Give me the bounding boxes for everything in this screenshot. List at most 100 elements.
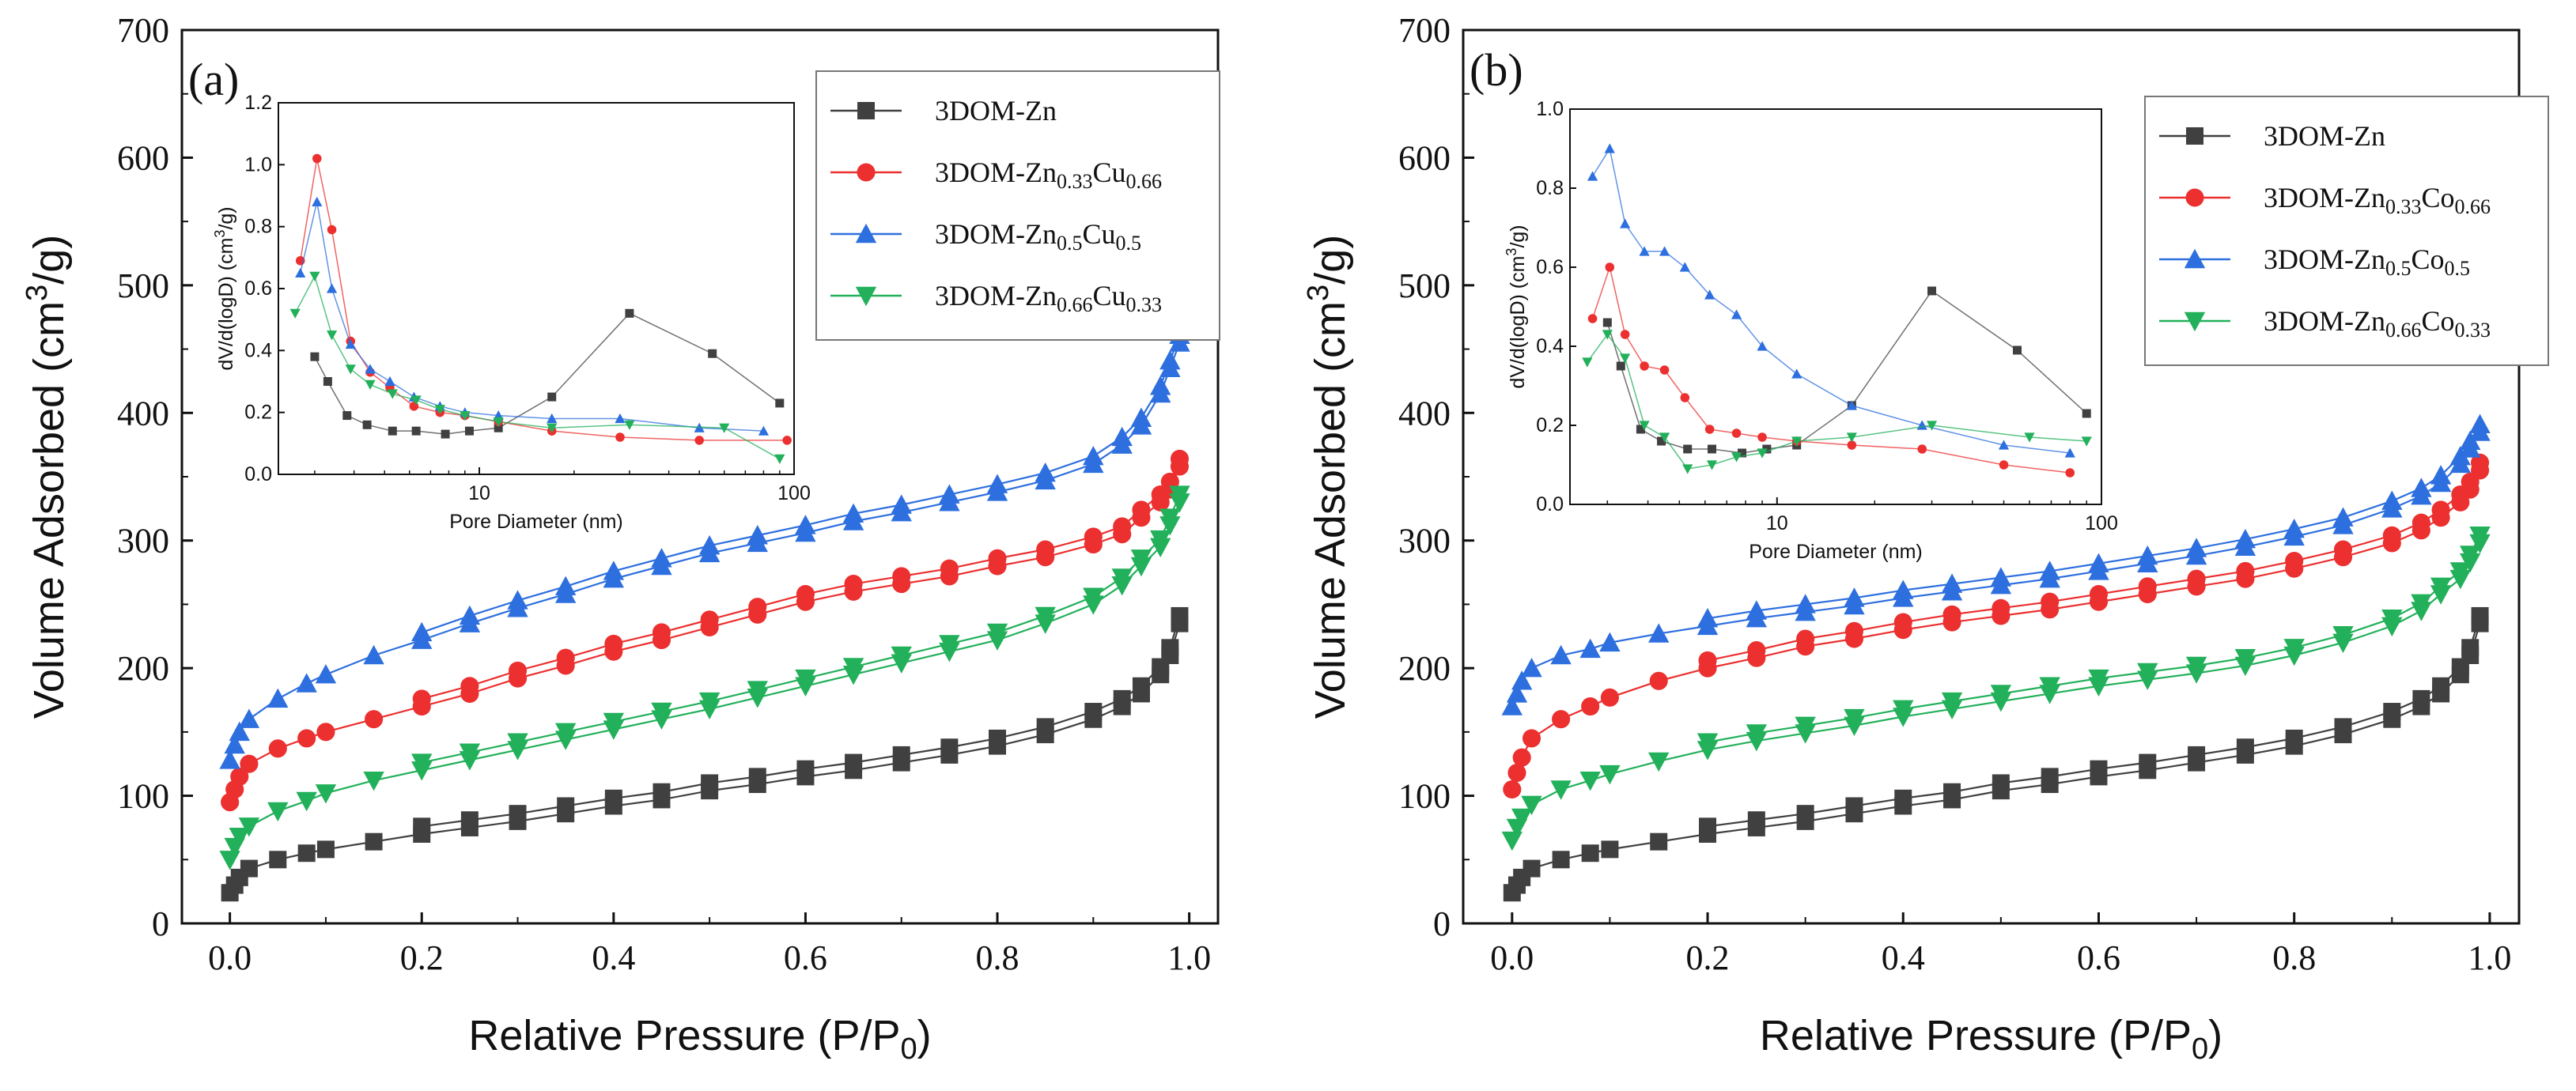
legend-marker [2184,311,2206,332]
data-point [2411,594,2432,614]
data-point [460,677,479,696]
data-point [1795,594,1816,613]
legend-entry-label: 3DOM-Zn0.33Cu0.66 [935,157,1162,193]
legend-label-main: 3DOM-Zn [935,218,1057,250]
data-point [2283,518,2305,538]
inset-data-point [1659,365,1670,375]
inset-y-tick-label: 0.4 [244,339,272,361]
inset-data-point [758,425,770,436]
data-point [219,749,240,769]
inset-data-point [411,426,421,436]
legend-label-element: Cu [1092,280,1125,311]
data-point [1113,517,1132,536]
y-tick-label: 400 [117,394,169,432]
data-point [1083,587,1104,607]
data-point [1522,729,1541,748]
series-line-adsorption [229,466,1181,803]
data-point [2332,507,2354,527]
data-point [365,832,383,851]
inset-y-axis-title-main: dV/d(logD) (cm [1507,256,1529,389]
inset-y-axis-title: dV/d(logD) (cm3/g) [212,206,237,370]
data-point [238,708,260,728]
data-point [1550,644,1572,665]
data-point [460,811,479,829]
data-point [1501,831,1523,851]
data-point [1893,700,1914,719]
data-point [796,584,815,604]
data-point [1599,632,1621,652]
inset-data-point [434,405,445,415]
inset-series-0 [310,308,785,439]
data-point [1796,629,1815,648]
data-point [603,712,625,733]
data-point [1036,540,1055,559]
data-point [1601,840,1619,859]
inset-data-point [2064,447,2075,458]
inset-data-point [2065,468,2075,478]
data-point [796,760,815,778]
data-point [1697,733,1719,753]
inset-data-point [460,410,471,421]
data-point [1512,748,1531,767]
data-point [365,710,384,729]
data-point [795,669,816,689]
data-point [269,851,287,869]
y-tick-label: 200 [117,649,169,688]
inset-data-point [309,271,320,281]
data-point [1648,752,1670,772]
inset-data-point [342,411,352,421]
data-point [2431,500,2450,519]
data-point [604,634,623,654]
data-point [297,729,316,748]
data-point [411,753,433,773]
inset-x-axis-title: Pore Diameter (nm) [1749,541,1923,563]
inset-data-point [1704,425,1715,434]
inset-series-2 [1587,143,2075,458]
legend: 3DOM-Zn3DOM-Zn0.33Co0.663DOM-Zn0.5Co0.53… [2144,96,2549,366]
data-point [413,817,431,836]
data-point [2090,760,2108,778]
inset-data-point [547,413,558,424]
inset-y-axis-title-main: dV/d(logD) (cm [215,238,237,371]
data-point [1746,600,1768,620]
data-point [1521,795,1542,816]
inset-data-point [1582,357,1593,368]
y-tick-label: 500 [117,266,169,305]
data-point [1845,797,1863,815]
y-tick-label: 0 [152,904,169,943]
series-0 [1503,606,2489,902]
data-point [748,768,766,786]
legend: 3DOM-Zn3DOM-Zn0.33Cu0.663DOM-Zn0.5Cu0.53… [815,70,1220,341]
data-point [240,859,258,878]
data-point [229,828,250,848]
data-point [845,753,863,772]
data-point [2285,729,2303,747]
inset-data-point [1791,436,1802,447]
y-tick-label: 300 [1398,522,1451,561]
data-point [2041,768,2059,786]
legend-label-sub2: 0.33 [1126,293,1163,316]
legend-label-element: Co [2411,243,2444,275]
data-point [842,658,864,678]
data-point [268,739,287,758]
legend-label-main: 3DOM-Zn [935,95,1057,126]
data-point [2089,584,2109,604]
inset-data-point [615,413,626,424]
y-axis-title-sup: 3 [1302,285,1335,301]
data-point [1844,708,1865,729]
series-2 [1501,413,2491,715]
data-point [2383,703,2401,721]
inset-data-point [1639,421,1650,431]
series-line-adsorption [1511,623,2481,893]
inset-y-tick-label: 0.6 [244,277,272,300]
inset-data-point [345,364,356,375]
data-point [1130,549,1152,569]
data-point [892,746,910,764]
y-tick-label: 0 [1433,904,1451,943]
inset-series-line [299,202,764,432]
data-point [1111,426,1133,447]
data-point [2185,656,2207,677]
inset-series-3 [1582,330,2092,474]
legend-label-sub2: 0.66 [2455,195,2491,218]
inset-frame [278,102,795,475]
